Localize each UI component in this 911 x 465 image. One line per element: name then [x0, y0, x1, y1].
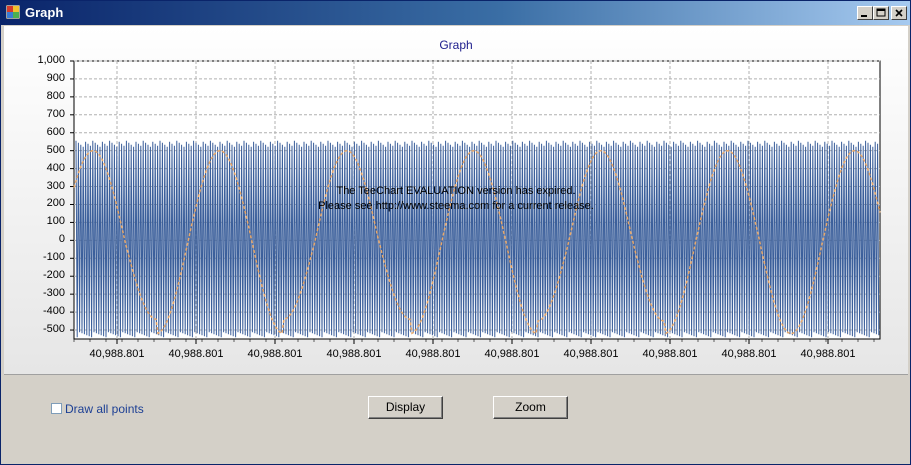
draw-all-points-checkbox[interactable]	[51, 403, 62, 414]
y-tick-label: -400	[42, 305, 65, 318]
maximize-button[interactable]	[873, 6, 889, 20]
app-icon	[6, 5, 20, 19]
minimize-button[interactable]	[857, 6, 873, 20]
title-bar[interactable]: Graph	[1, 1, 910, 25]
x-tick-label: 40,988.801	[484, 348, 540, 360]
y-tick-label: 300	[46, 179, 65, 192]
y-tick-label: 400	[46, 161, 65, 174]
y-tick-label: 600	[46, 125, 65, 138]
y-tick-label: 0	[58, 233, 65, 246]
y-tick-label: 500	[46, 143, 65, 156]
y-tick-label: -300	[42, 287, 65, 300]
y-tick-label: -500	[42, 323, 65, 336]
x-tick-label: 40,988.801	[405, 348, 461, 360]
y-tick-label: 1,000	[37, 54, 65, 66]
x-tick-label: 40,988.801	[326, 348, 382, 360]
draw-all-points-label[interactable]: Draw all points	[65, 402, 144, 416]
x-tick-label: 40,988.801	[800, 348, 856, 360]
minimize-icon	[861, 15, 867, 17]
close-icon	[895, 9, 903, 17]
watermark-line-1: The TeeChart EVALUATION version has expi…	[336, 185, 576, 197]
zoom-button[interactable]: Zoom	[493, 396, 568, 419]
y-tick-label: 700	[46, 107, 65, 120]
x-tick-label: 40,988.801	[89, 348, 145, 360]
window-title: Graph	[25, 5, 64, 20]
maximize-icon	[876, 8, 886, 17]
y-tick-label: 800	[46, 89, 65, 102]
chart-title: Graph	[439, 38, 473, 52]
y-tick-label: 200	[46, 197, 65, 210]
x-tick-label: 40,988.801	[247, 348, 303, 360]
chart-area	[70, 60, 881, 344]
display-button[interactable]: Display	[368, 396, 443, 419]
y-tick-label: 900	[46, 71, 65, 84]
y-tick-label: 100	[46, 215, 65, 228]
chart-panel[interactable]: Graph 1,000 900 800 700 600 500 400 300 200 100 0 -…	[4, 26, 908, 375]
watermark-line-2: Please see http://www.steema.com for a c…	[318, 200, 594, 212]
x-tick-label: 40,988.801	[563, 348, 619, 360]
close-button[interactable]	[891, 6, 907, 20]
y-tick-label: -100	[42, 251, 65, 264]
x-tick-label: 40,988.801	[168, 348, 224, 360]
y-tick-label: -200	[42, 269, 65, 282]
x-tick-label: 40,988.801	[642, 348, 698, 360]
signal-series	[75, 140, 880, 338]
sine-series	[73, 149, 881, 335]
x-tick-label: 40,988.801	[721, 348, 777, 360]
